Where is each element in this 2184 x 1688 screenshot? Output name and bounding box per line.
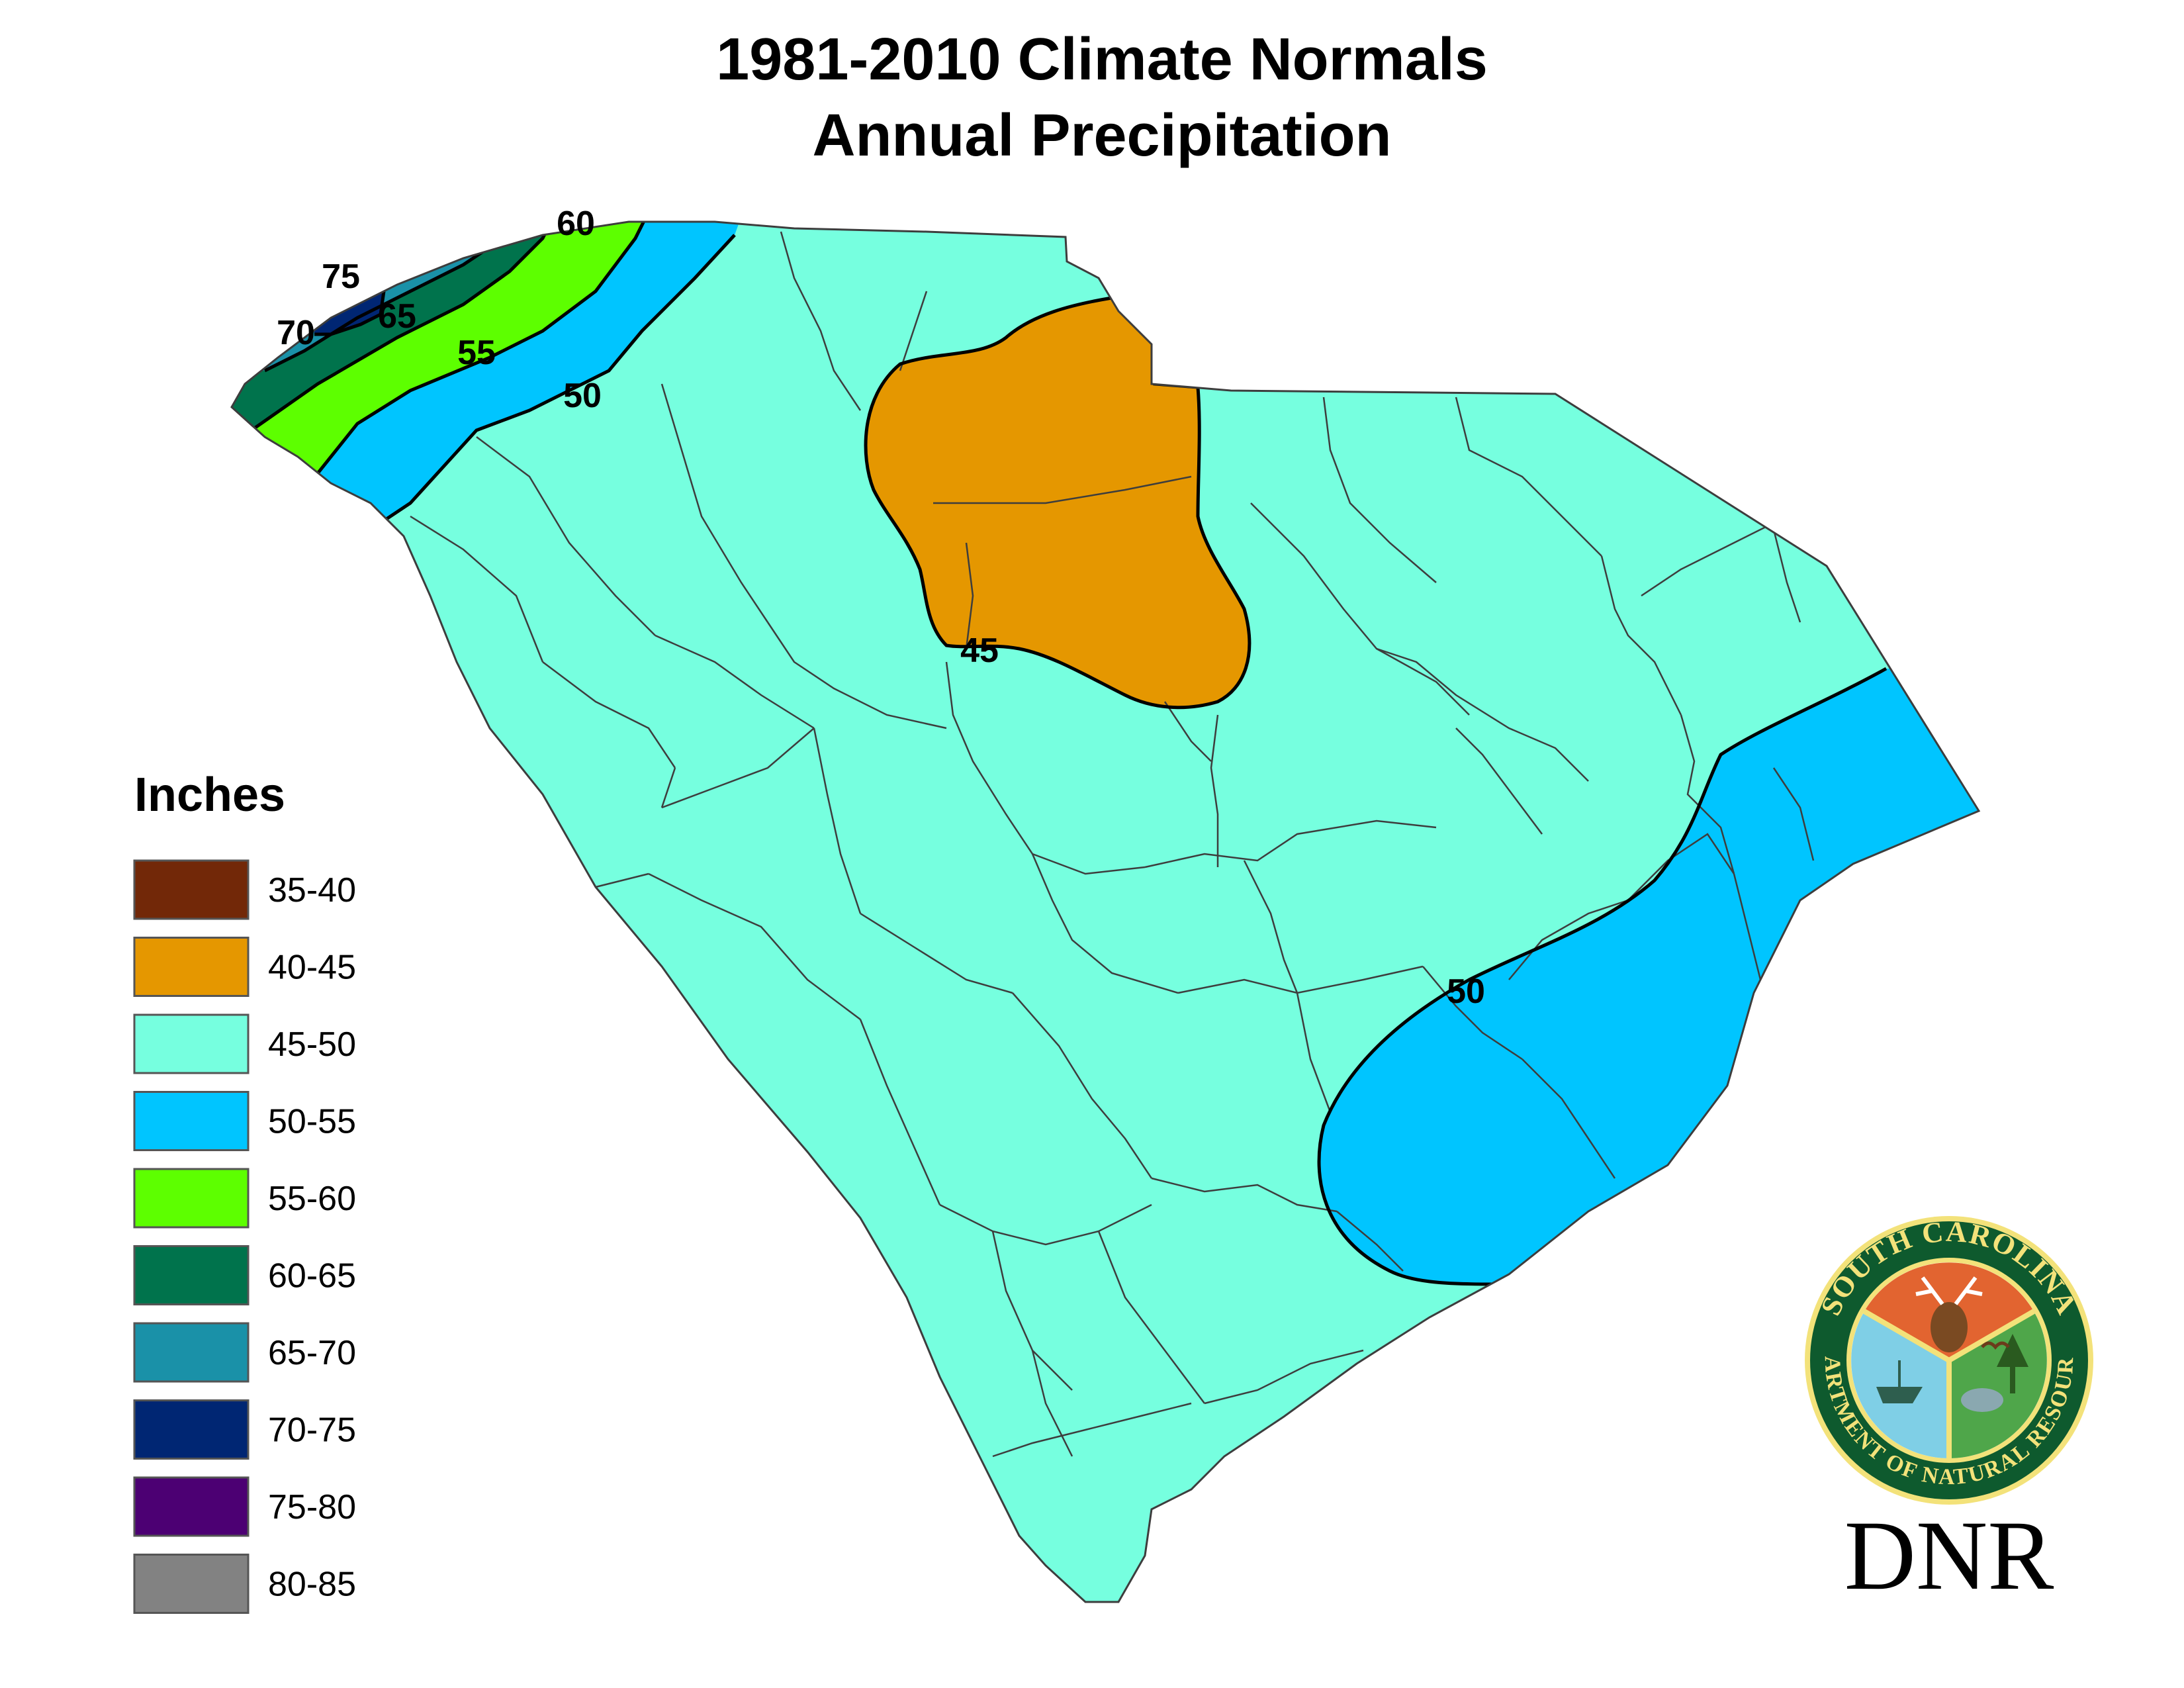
dnr-wordmark: DNR: [1844, 1501, 2054, 1611]
contour-55: [303, 222, 657, 491]
legend-label-80-85: 80-85: [268, 1566, 356, 1604]
legend-label-75-80: 75-80: [268, 1488, 356, 1526]
contour-label-45: 45: [960, 632, 999, 670]
legend: Inches 35-40 40-45 45-50 50-55 55-60 60-65 65-…: [133, 769, 356, 1614]
legend-swatch-40-45: [133, 937, 250, 997]
contour-label-55: 55: [457, 334, 496, 372]
contour-labels: 60 75 65 70 55 50 45 50: [277, 205, 1485, 1011]
legend-swatch-50-55: [133, 1091, 250, 1151]
contour-label-50-southeast: 50: [1447, 972, 1485, 1011]
legend-label-65-70: 65-70: [268, 1334, 356, 1372]
zone-75-80: [321, 297, 338, 315]
legend-swatch-60-65: [133, 1245, 250, 1305]
map-title-line2: Annual Precipitation: [812, 103, 1391, 169]
legend-label-40-45: 40-45: [268, 949, 356, 987]
contour-label-60: 60: [557, 205, 595, 243]
south-carolina-map: [230, 220, 1980, 1603]
isohyet-contours: [250, 222, 1888, 1286]
legend-swatch-65-70: [133, 1322, 250, 1383]
map-title-line1: 1981-2010 Climate Normals: [716, 26, 1488, 93]
county-boundaries: [410, 231, 1815, 1458]
contour-label-50-northwest: 50: [563, 377, 602, 415]
contour-label-70: 70: [277, 314, 315, 352]
contour-50-northwest: [369, 234, 736, 532]
legend-label-60-65: 60-65: [268, 1257, 356, 1295]
legend-label-70-75: 70-75: [268, 1411, 356, 1450]
legend-swatch-45-50: [133, 1013, 250, 1074]
legend-swatch-35-40: [133, 859, 250, 920]
contour-label-65: 65: [378, 297, 416, 336]
zone-40-45: [866, 298, 1250, 708]
legend-label-55-60: 55-60: [268, 1180, 356, 1218]
contour-50-southeast: [1317, 667, 1888, 1286]
contour-45: [864, 296, 1251, 710]
legend-title: Inches: [134, 769, 285, 821]
contour-label-75: 75: [322, 258, 360, 296]
legend-swatch-80-85: [133, 1554, 250, 1614]
legend-swatch-55-60: [133, 1168, 250, 1229]
legend-swatch-70-75: [133, 1399, 250, 1460]
legend-swatch-75-80: [133, 1476, 250, 1537]
legend-label-45-50: 45-50: [268, 1025, 356, 1064]
legend-label-50-55: 50-55: [268, 1103, 356, 1141]
dnr-seal: [1805, 1216, 2093, 1505]
contour-60: [250, 222, 565, 432]
legend-label-35-40: 35-40: [268, 871, 356, 910]
